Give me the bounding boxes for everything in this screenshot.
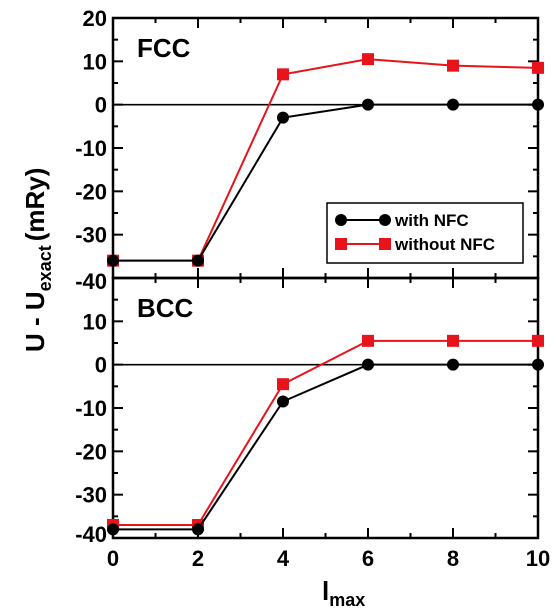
series-line bbox=[113, 103, 538, 262]
y-tick-label: -40 bbox=[75, 522, 107, 547]
y-tick-label: -20 bbox=[75, 439, 107, 464]
x-axis-title: lmax bbox=[322, 576, 365, 608]
legend-entry: without NFC bbox=[335, 235, 495, 254]
legend-box bbox=[326, 202, 524, 264]
data-point bbox=[192, 523, 204, 536]
x-axis-title-main: l bbox=[322, 576, 329, 606]
legend-label: without NFC bbox=[394, 235, 495, 254]
y-tick-label: 10 bbox=[83, 309, 107, 334]
y-axis-title: U - Uexact (mRy) bbox=[20, 168, 55, 352]
y-tick-label: -30 bbox=[75, 223, 107, 248]
data-point bbox=[107, 523, 119, 536]
y-axis-title-main: U - U bbox=[20, 291, 50, 352]
y-axis-title-unit: (mRy) bbox=[20, 168, 50, 242]
y-tick-label: -20 bbox=[75, 179, 107, 204]
series-line bbox=[113, 363, 538, 531]
series-line bbox=[113, 339, 538, 526]
legend-marker bbox=[335, 214, 347, 226]
legend-marker bbox=[379, 238, 391, 250]
x-tick-label: 4 bbox=[277, 546, 290, 571]
x-tick-label: 0 bbox=[107, 546, 119, 571]
y-tick-label: 20 bbox=[83, 6, 107, 31]
data-point bbox=[447, 98, 459, 111]
x-tick-label: 6 bbox=[362, 546, 374, 571]
y-tick-label: 10 bbox=[83, 49, 107, 74]
legend-entry: with NFC bbox=[335, 211, 469, 230]
data-point bbox=[192, 254, 204, 267]
data-point bbox=[277, 395, 289, 408]
y-tick-label: 0 bbox=[95, 93, 107, 118]
panel-fcc: 20 10 0 -10 -20 -30 -40 FCC bbox=[75, 6, 544, 294]
panel-label: BCC bbox=[137, 293, 194, 323]
legend-marker bbox=[335, 238, 347, 250]
data-point bbox=[362, 358, 374, 371]
data-point bbox=[532, 334, 544, 347]
panel-bcc: 10 0 -10 -20 -30 -40 BCC bbox=[75, 276, 544, 547]
legend: with NFC without NFC bbox=[326, 202, 524, 264]
data-point bbox=[277, 111, 289, 124]
y-tick-label: 0 bbox=[95, 353, 107, 378]
data-point bbox=[532, 61, 544, 74]
data-point bbox=[107, 254, 119, 267]
data-point bbox=[362, 53, 374, 66]
data-point bbox=[362, 334, 374, 347]
data-point bbox=[447, 334, 459, 347]
series-with-nfc bbox=[107, 98, 544, 267]
y-axis-title-subscript: exact bbox=[35, 245, 55, 291]
panel-label: FCC bbox=[137, 33, 191, 63]
data-point bbox=[532, 358, 544, 371]
y-tick-label: -30 bbox=[75, 483, 107, 508]
data-point bbox=[277, 68, 289, 81]
data-point bbox=[362, 98, 374, 111]
x-axis-title-subscript: max bbox=[329, 590, 365, 608]
data-point bbox=[532, 98, 544, 111]
data-point bbox=[447, 358, 459, 371]
y-tick-label: -10 bbox=[75, 136, 107, 161]
x-tick-label: 2 bbox=[192, 546, 204, 571]
series-with-nfc bbox=[107, 358, 544, 536]
legend-label: with NFC bbox=[394, 211, 469, 230]
legend-marker bbox=[379, 214, 391, 226]
data-point bbox=[447, 59, 459, 72]
y-tick-label: -10 bbox=[75, 396, 107, 421]
y-tick-label: -40 bbox=[75, 269, 107, 294]
x-tick-label: 8 bbox=[447, 546, 459, 571]
x-tick-label: 10 bbox=[526, 546, 550, 571]
data-point bbox=[277, 378, 289, 391]
